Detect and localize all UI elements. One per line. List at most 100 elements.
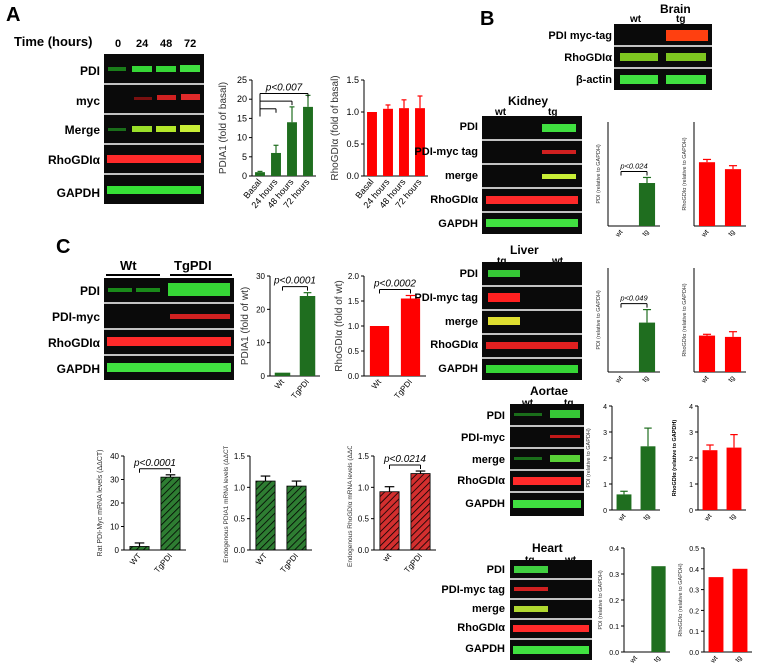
chart-c-pdia1: 0 10 20 30 PDIA1 (fold of wt) Wt TgPDI p<0.0001 <box>240 272 320 401</box>
x-tick-label: tg <box>642 513 651 522</box>
blot-label: RhoGDIα <box>47 336 100 350</box>
y-tick-label: 0.0 <box>234 546 246 555</box>
blot-image-brain <box>614 24 712 90</box>
sig-label: p<0.0002 <box>373 279 416 290</box>
x-tick-label: wt <box>709 655 720 666</box>
y-axis-label: Rat PDI-Myc mRNA levels (ΔΔCT) <box>97 450 104 557</box>
bar <box>724 169 742 226</box>
blot-label: merge <box>471 454 505 466</box>
blot-label: RhoGDIα <box>457 622 505 634</box>
bar <box>399 108 409 176</box>
y-tick-label: 0.0 <box>348 372 360 381</box>
bar <box>274 372 291 376</box>
y-tick-label: 0.0 <box>609 650 619 657</box>
y-tick-label: 30 <box>110 476 119 485</box>
x-tick-label: tg <box>641 375 650 384</box>
blot-label: RhoGDIα <box>47 153 100 167</box>
blot-image-heart <box>510 560 592 660</box>
y-tick-label: 0.5 <box>348 347 360 356</box>
heart-title: Heart <box>532 541 563 555</box>
bar <box>726 447 742 510</box>
chart-b-aortae-pdi: 0 1 2 3 4 PDI (relative to GAPDH) wt tg <box>586 404 660 523</box>
x-tick-label: Wt <box>370 377 384 391</box>
blot-label: PDI <box>486 564 505 576</box>
y-axis-label: Endogenous PDIA1 mRNA levels (ΔΔCT) <box>223 446 230 563</box>
blot-label: myc <box>75 94 100 108</box>
x-tick-label: tg <box>727 375 736 384</box>
x-tick-label: WT <box>254 551 269 566</box>
blot-label: PDI-myc <box>460 432 505 444</box>
y-tick-label: 3 <box>689 430 693 437</box>
y-tick-label: 0.5 <box>689 546 699 553</box>
y-axis-label: PDI (relative to GAPDH) <box>596 144 602 203</box>
y-tick-label: 0 <box>242 171 247 181</box>
bar <box>702 450 718 510</box>
chart-c-mrna-myc: 0 10 20 30 40 Rat PDI-Myc mRNA levels (ΔΔCT) W… <box>97 450 186 574</box>
y-tick-label: 2 <box>603 456 607 463</box>
sig-label: p<0.0001 <box>133 458 176 469</box>
y-tick-label: 1.5 <box>234 452 246 461</box>
bar <box>708 577 724 652</box>
x-tick-label: wt <box>629 655 640 666</box>
bar <box>616 494 632 510</box>
brain-title: Brain <box>660 2 691 16</box>
bar <box>638 183 656 226</box>
x-tick-label: wt <box>700 229 711 240</box>
y-tick-label: 20 <box>256 305 265 314</box>
time-point: 24 <box>136 38 149 50</box>
y-tick-label: 1.5 <box>358 452 370 461</box>
bar <box>698 335 716 372</box>
y-tick-label: 3 <box>603 430 607 437</box>
x-tick-label: wt <box>380 551 393 564</box>
lane-label: wt <box>630 14 642 25</box>
panel-letter-b: B <box>480 8 495 30</box>
lane-label: wt <box>552 256 564 267</box>
blot-label: GAPDH <box>56 362 100 376</box>
bar <box>638 322 656 372</box>
blot-label: PDI <box>459 121 478 133</box>
blot-image-c <box>104 278 234 380</box>
blot-label: Merge <box>64 123 100 137</box>
y-tick-label: 0.2 <box>689 608 699 615</box>
y-tick-label: 15 <box>237 113 247 123</box>
bar <box>287 122 297 176</box>
blot-label: GAPDH <box>465 643 505 655</box>
x-tick-label: wt <box>614 229 625 240</box>
group-label: TgPDI <box>174 258 212 273</box>
blot-label: PDI <box>459 268 478 280</box>
y-tick-label: 5 <box>242 152 247 162</box>
chart-b-kidney-rho: RhoGDIα (relative to GAPDH) wt tg <box>682 122 746 240</box>
lane-label: tg <box>676 14 686 25</box>
x-tick-label: TgPDI <box>403 552 424 574</box>
blot-label: merge <box>444 170 478 182</box>
chart-b-heart-pdi: 0.0 0.1 0.2 0.3 0.4 PDI (relative to GAPDH) wt… <box>598 546 670 666</box>
x-tick-label: TgPDI <box>393 378 414 401</box>
x-tick-label: TgPDI <box>290 378 311 401</box>
time-point: 0 <box>115 38 122 50</box>
y-tick-label: 0 <box>115 546 120 555</box>
bar <box>255 480 276 551</box>
blot-label: PDI-myc tag <box>414 146 478 158</box>
blot-label: GAPDH <box>465 498 505 510</box>
y-tick-label: 0.5 <box>346 139 359 149</box>
y-tick-label: 1.0 <box>234 483 246 492</box>
y-tick-label: 0.4 <box>609 546 619 553</box>
chart-b-liver-rho: RhoGDIα (relative to GAPDH) wt tg <box>682 268 746 386</box>
blot-label: RhoGDIα <box>430 339 478 351</box>
kidney-title: Kidney <box>508 94 549 108</box>
x-tick-label: wt <box>700 375 711 386</box>
chart-b-heart-rho: 0.0 0.1 0.2 0.3 0.4 0.5 RhoGDIα (relative to G… <box>678 546 752 666</box>
y-tick-label: 0 <box>689 508 693 515</box>
y-tick-label: 10 <box>110 523 119 532</box>
x-tick-label: tg <box>641 229 650 238</box>
y-tick-label: 0.5 <box>234 515 246 524</box>
blot-label: GAPDH <box>56 186 100 200</box>
sig-label: p<0.0001 <box>273 276 316 287</box>
bar <box>698 162 716 226</box>
chart-b-kidney-pdi: PDI (relative to GAPDH) wt tg p<0.024 <box>596 122 660 240</box>
lane-label: tg <box>564 398 574 409</box>
chart-b-aortae-rho: 0 1 2 3 4 RhoGDIα (relative to GAPDH) wt tg <box>672 404 746 523</box>
y-axis-label: PDIA1 (fold of basal) <box>218 82 229 174</box>
